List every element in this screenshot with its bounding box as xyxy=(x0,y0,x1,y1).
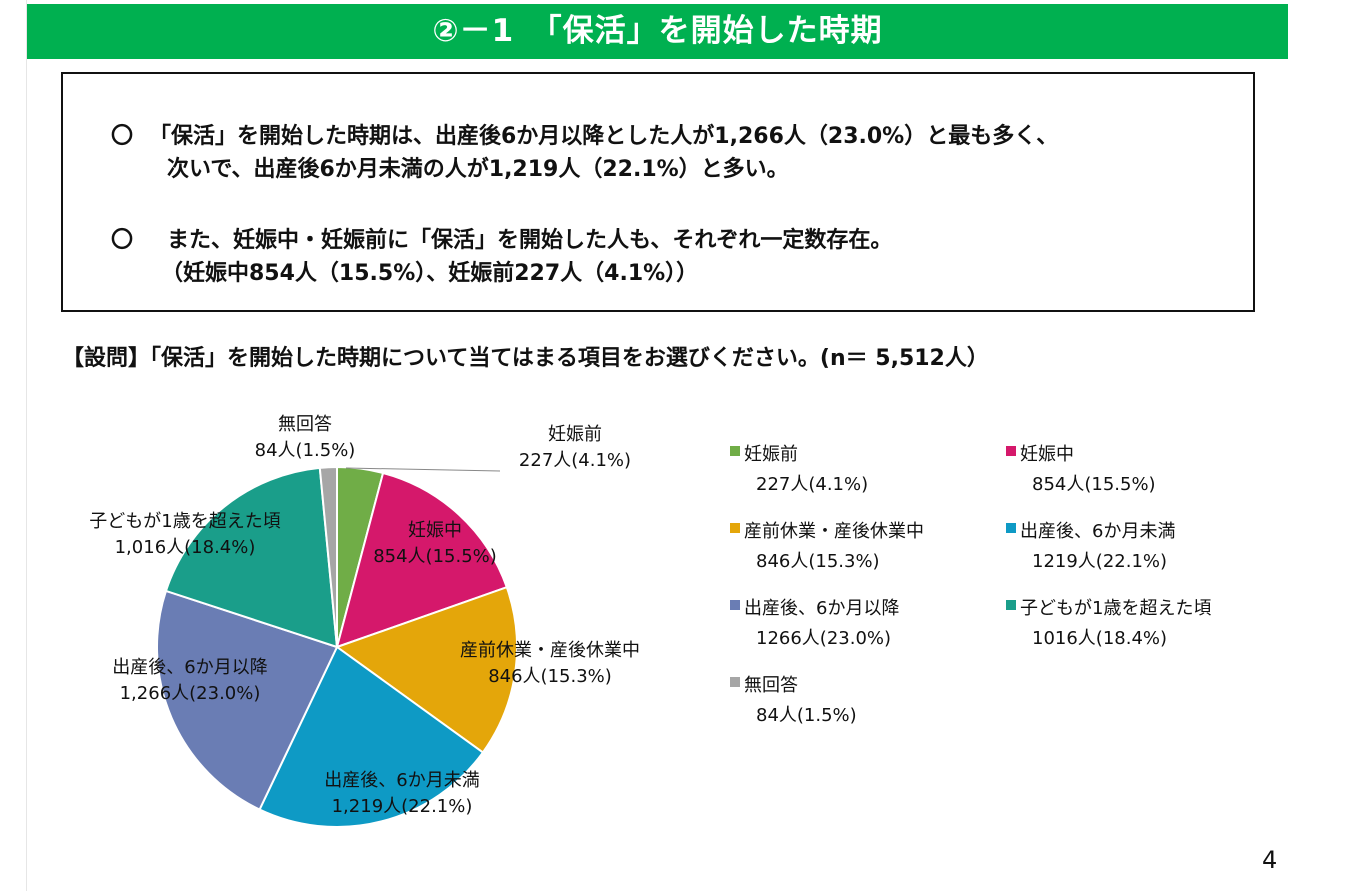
pie-slice-3 xyxy=(258,645,485,828)
chart-legend: 妊娠前 227人(4.1%) 妊娠中 854人(15.5%) 産前休業・産後休業中 846… xyxy=(730,440,1290,740)
legend-name-5: 子どもが1歳を超えた頃 xyxy=(1020,598,1212,619)
legend-name-6: 無回答 xyxy=(744,675,798,696)
legend-name-1: 妊娠中 xyxy=(1020,444,1074,465)
pie-chart: 妊娠前 227人(4.1%) 妊娠中 854人(15.5%) 産前休業・産後休業中 846… xyxy=(60,400,700,880)
slice-label-value-6: 84人(1.5%) xyxy=(255,440,356,461)
legend-name-4: 出産後、6か月以降 xyxy=(744,598,900,619)
legend-value-3: 1219人(22.1%) xyxy=(1032,551,1168,572)
leader-line-0 xyxy=(345,467,501,472)
legend-swatch-2 xyxy=(730,523,740,533)
slice-label-value-2: 846人(15.3%) xyxy=(488,666,612,687)
slice-label-value-1: 854人(15.5%) xyxy=(373,546,497,567)
legend-value-4: 1266人(23.0%) xyxy=(756,628,892,649)
legend-swatch-4 xyxy=(730,600,740,610)
legend-value-0: 227人(4.1%) xyxy=(756,474,869,495)
slide-edge xyxy=(26,0,1290,891)
legend-swatch-1 xyxy=(1006,446,1016,456)
legend-value-6: 84人(1.5%) xyxy=(756,705,857,726)
slice-label-value-4: 1,266人(23.0%) xyxy=(120,683,261,704)
slice-label-name-6: 無回答 xyxy=(278,414,332,435)
slice-label-name-3: 出産後、6か月未満 xyxy=(324,770,479,791)
legend-value-5: 1016人(18.4%) xyxy=(1032,628,1168,649)
legend-swatch-6 xyxy=(730,677,740,687)
page-number: 4 xyxy=(1262,846,1278,874)
slice-label-value-5: 1,016人(18.4%) xyxy=(115,537,256,558)
summary-point-1-line-1: 「保活」を開始した時期は、出産後6か月以降とした人が1,266人（23.0%）と… xyxy=(149,124,1059,149)
slice-label-name-1: 妊娠中 xyxy=(408,520,462,541)
page-title: ②－1 「保活」を開始した時期 xyxy=(27,4,1288,59)
slice-label-name-2: 産前休業・産後休業中 xyxy=(460,640,640,661)
summary-point-2-line-2: （妊娠中854人（15.5%）、妊娠前227人（4.1%）） xyxy=(161,261,699,286)
slice-label-value-3: 1,219人(22.1%) xyxy=(332,796,473,817)
legend-value-2: 846人(15.3%) xyxy=(756,551,880,572)
pie-slice-2 xyxy=(334,585,518,754)
legend-swatch-3 xyxy=(1006,523,1016,533)
bullet-circle-icon: 〇 xyxy=(111,124,134,149)
legend-swatch-0 xyxy=(730,446,740,456)
legend-name-2: 産前休業・産後休業中 xyxy=(744,521,924,542)
pie-slice-4 xyxy=(156,589,339,811)
summary-point-2-line-1: また、妊娠中・妊娠前に「保活」を開始した人も、それぞれ一定数存在。 xyxy=(167,228,893,253)
pie-slice-1 xyxy=(335,471,509,649)
slice-label-name-0: 妊娠前 xyxy=(548,424,602,445)
pie-slice-6 xyxy=(318,465,338,648)
slice-label-name-4: 出産後、6か月以降 xyxy=(112,657,267,678)
legend-name-0: 妊娠前 xyxy=(744,444,798,465)
summary-box: 〇 「保活」を開始した時期は、出産後6か月以降とした人が1,266人（23.0%… xyxy=(61,72,1255,312)
slice-label-name-5: 子どもが1歳を超えた頃 xyxy=(89,511,280,532)
summary-point-1-line-2: 次いで、出産後6か月未満の人が1,219人（22.1%）と多い。 xyxy=(167,157,789,182)
pie-slice-5 xyxy=(164,466,339,649)
survey-question: 【設問】「保活」を開始した時期について当てはまる項目をお選びください。(n＝ 5… xyxy=(62,346,989,371)
pie-chart-svg: 妊娠前 227人(4.1%) 妊娠中 854人(15.5%) 産前休業・産後休業中 846… xyxy=(89,414,640,828)
bullet-circle-icon: 〇 xyxy=(111,228,134,253)
legend-value-1: 854人(15.5%) xyxy=(1032,474,1156,495)
slice-label-value-0: 227人(4.1%) xyxy=(519,450,631,471)
legend-swatch-5 xyxy=(1006,600,1016,610)
legend-name-3: 出産後、6か月未満 xyxy=(1020,521,1176,542)
